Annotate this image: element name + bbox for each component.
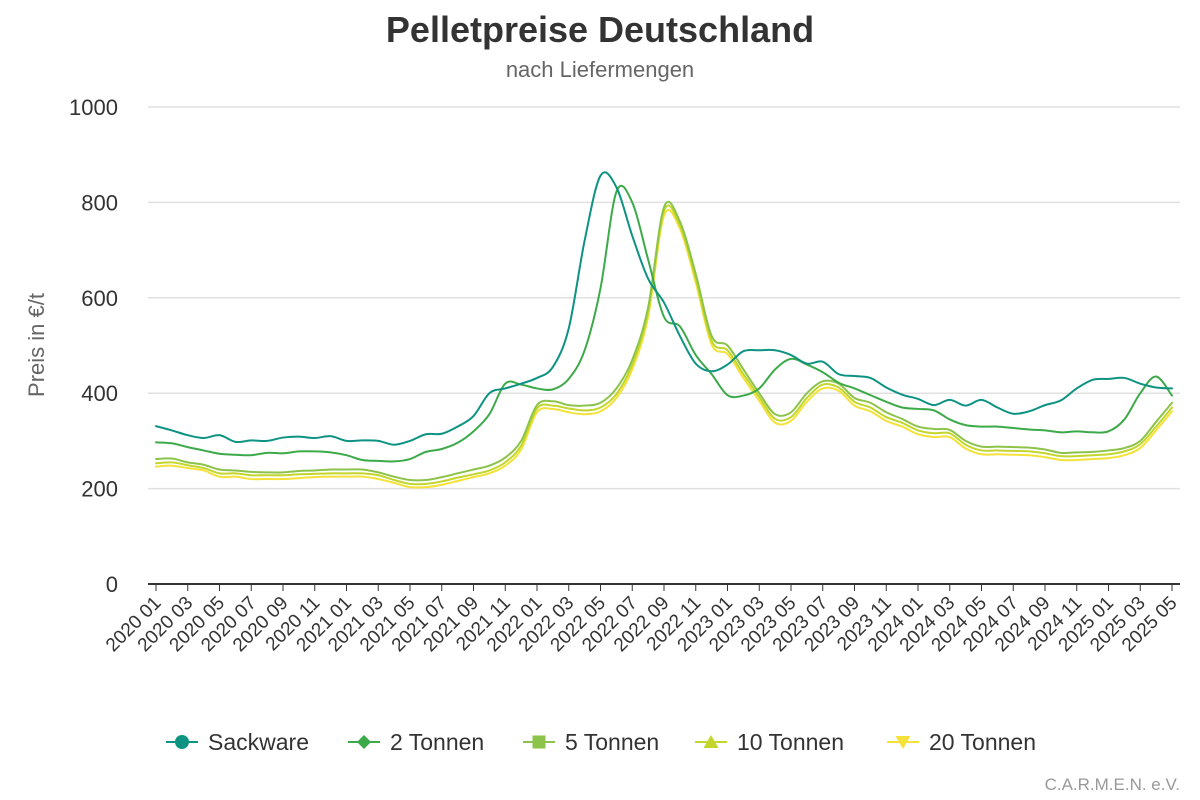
legend-marker-square: [532, 735, 546, 749]
legend-marker-triangle-down: [895, 736, 911, 749]
y-tick-label: 1000: [69, 95, 118, 120]
series-line-20-tonnen: [155, 208, 1173, 489]
series-line-5-tonnen: [155, 200, 1173, 482]
y-tick-label: 0: [106, 572, 118, 597]
chart-subtitle: nach Liefermengen: [506, 57, 694, 82]
credit-text: C.A.R.M.E.N. e.V.: [1045, 775, 1180, 794]
legend-item-20-tonnen[interactable]: 20 Tonnen: [887, 729, 1036, 755]
legend-marker-diamond: [357, 735, 371, 749]
legend-marker-circle: [175, 735, 189, 749]
y-tick-label: 800: [81, 190, 118, 215]
legend-label: 5 Tonnen: [565, 729, 659, 755]
series-line-sackware: [155, 171, 1173, 446]
chart-title: Pelletpreise Deutschland: [386, 9, 814, 50]
legend: Sackware 2 Tonnen 5 Tonnen 10 Tonnen 20 Tonn…: [166, 729, 1036, 755]
legend-label: 20 Tonnen: [929, 729, 1036, 755]
legend-label: 10 Tonnen: [737, 729, 844, 755]
y-tick-label: 600: [81, 286, 118, 311]
series-line-10-tonnen: [155, 204, 1173, 486]
legend-item-sackware[interactable]: Sackware: [166, 729, 309, 755]
y-axis-ticks: 0 200 400 600 800 1000: [69, 95, 118, 597]
legend-label: Sackware: [208, 729, 309, 755]
legend-label: 2 Tonnen: [390, 729, 484, 755]
legend-marker-triangle-up: [703, 735, 719, 748]
series-line-2-tonnen: [155, 184, 1173, 463]
series-lines: [155, 171, 1173, 489]
legend-item-5-tonnen[interactable]: 5 Tonnen: [523, 729, 659, 755]
y-tick-label: 200: [81, 477, 118, 502]
legend-item-10-tonnen[interactable]: 10 Tonnen: [695, 729, 844, 755]
y-axis-label: Preis in €/t: [24, 293, 49, 397]
legend-item-2-tonnen[interactable]: 2 Tonnen: [348, 729, 484, 755]
y-tick-label: 400: [81, 381, 118, 406]
grid-lines: [148, 106, 1180, 585]
